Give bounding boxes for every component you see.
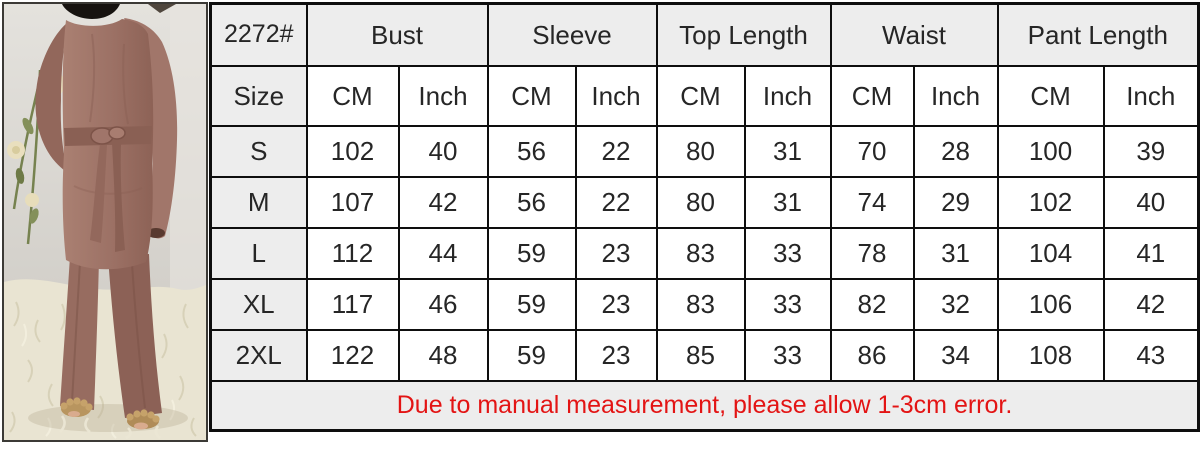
units-row: Size CM Inch CM Inch CM Inch CM Inch CM … [209,64,1200,127]
size-row-l: L 112 44 59 23 83 33 78 31 104 41 [209,226,1200,280]
value-cell: 122 [305,328,400,382]
value-cell: 59 [486,277,577,331]
photo-illustration [4,4,206,440]
value-cell: 74 [829,175,915,229]
fur-rug [4,279,206,440]
col-group-top-length: Top Length [655,2,832,67]
value-cell: 80 [655,175,746,229]
unit-cell-cm: CM [829,64,915,127]
value-cell: 83 [655,277,746,331]
unit-cell-inch: Inch [397,64,489,127]
unit-cell-inch: Inch [574,64,658,127]
value-cell: 80 [655,124,746,178]
value-cell: 59 [486,226,577,280]
value-cell: 31 [743,175,832,229]
value-cell: 56 [486,175,577,229]
size-label: S [209,124,308,178]
value-cell: 28 [912,124,999,178]
value-cell: 102 [305,124,400,178]
style-code-cell: 2272# [209,2,308,67]
col-group-sleeve: Sleeve [486,2,658,67]
model-figure [35,4,178,440]
value-cell: 100 [996,124,1105,178]
value-cell: 86 [829,328,915,382]
size-chart-table: 2272# Bust Sleeve Top Length Waist Pant … [209,2,1200,432]
product-photo [2,2,208,442]
value-cell: 112 [305,226,400,280]
pants [60,254,162,418]
size-row-2xl: 2XL 122 48 59 23 85 33 86 34 108 43 [209,328,1200,382]
value-cell: 42 [397,175,489,229]
value-cell: 104 [996,226,1105,280]
value-cell: 41 [1102,226,1200,280]
col-group-pant-length: Pant Length [996,2,1200,67]
value-cell: 107 [305,175,400,229]
unit-cell-cm: CM [486,64,577,127]
unit-cell-cm: CM [305,64,400,127]
size-label: M [209,175,308,229]
size-label: L [209,226,308,280]
value-cell: 29 [912,175,999,229]
unit-cell-inch: Inch [743,64,832,127]
size-row-xl: XL 117 46 59 23 83 33 82 32 106 42 [209,277,1200,331]
value-cell: 31 [743,124,832,178]
value-cell: 70 [829,124,915,178]
value-cell: 43 [1102,328,1200,382]
value-cell: 22 [574,175,658,229]
value-cell: 83 [655,226,746,280]
unit-cell-cm: CM [996,64,1105,127]
size-row-m: M 107 42 56 22 80 31 74 29 102 40 [209,175,1200,229]
value-cell: 22 [574,124,658,178]
header-group-row: 2272# Bust Sleeve Top Length Waist Pant … [209,2,1200,67]
value-cell: 46 [397,277,489,331]
floor-shadow [28,404,188,432]
value-cell: 102 [996,175,1105,229]
value-cell: 33 [743,277,832,331]
value-cell: 44 [397,226,489,280]
value-cell: 33 [743,328,832,382]
size-label: 2XL [209,328,308,382]
unit-cell-inch: Inch [912,64,999,127]
value-cell: 48 [397,328,489,382]
value-cell: 59 [486,328,577,382]
size-row-s: S 102 40 56 22 80 31 70 28 100 39 [209,124,1200,178]
sleeve-opening [147,228,165,238]
value-cell: 85 [655,328,746,382]
size-label: XL [209,277,308,331]
value-cell: 23 [574,328,658,382]
slippers [60,397,160,430]
hijab [62,4,120,19]
col-group-bust: Bust [305,2,489,67]
value-cell: 34 [912,328,999,382]
value-cell: 40 [397,124,489,178]
value-cell: 42 [1102,277,1200,331]
value-cell: 40 [1102,175,1200,229]
hair-shadow [148,4,176,13]
waist-belt [64,126,152,252]
value-cell: 31 [912,226,999,280]
value-cell: 32 [912,277,999,331]
value-cell: 106 [996,277,1105,331]
value-cell: 39 [1102,124,1200,178]
value-cell: 108 [996,328,1105,382]
size-column-header: Size [209,64,308,127]
unit-cell-inch: Inch [1102,64,1200,127]
value-cell: 33 [743,226,832,280]
value-cell: 23 [574,226,658,280]
value-cell: 117 [305,277,400,331]
fur-tufts [59,415,161,440]
col-group-waist: Waist [829,2,999,67]
unit-cell-cm: CM [655,64,746,127]
note-row: Due to manual measurement, please allow … [209,379,1200,432]
value-cell: 23 [574,277,658,331]
value-cell: 56 [486,124,577,178]
measurement-note: Due to manual measurement, please allow … [209,379,1200,432]
value-cell: 82 [829,277,915,331]
value-cell: 78 [829,226,915,280]
